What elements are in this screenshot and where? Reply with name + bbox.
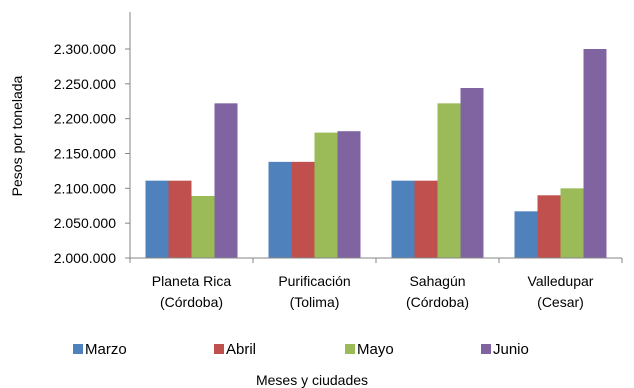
legend-swatch-marzo: [73, 344, 83, 354]
bar-junio-1: [337, 131, 361, 258]
y-tick-label: 2.300.000: [54, 41, 116, 57]
legend-label-mayo: Mayo: [357, 341, 394, 358]
y-tick-label: 2.150.000: [54, 146, 116, 162]
x-tick-label: Valledupar: [528, 273, 594, 289]
bar-junio-3: [583, 49, 607, 258]
legend-swatch-mayo: [345, 344, 355, 354]
y-axis-ticks: 2.000.000 2.050.000 2.100.000 2.150.000 2.20…: [54, 41, 130, 266]
bar-abril-3: [537, 195, 561, 258]
x-tick-label: (Córdoba): [406, 294, 469, 310]
y-axis-title: Pesos por tonelada: [9, 75, 25, 196]
legend-label-abril: Abril: [226, 341, 256, 358]
bar-mayo-1: [314, 132, 338, 258]
x-axis-ticks: Planeta Rica (Córdoba) Purificación (Tolima…: [129, 258, 623, 310]
bar-marzo-0: [145, 180, 169, 258]
legend-swatch-abril: [214, 344, 224, 354]
bar-marzo-1: [268, 161, 292, 258]
bar-junio-0: [214, 103, 238, 258]
legend-label-junio: Junio: [493, 341, 529, 358]
y-tick-label: 2.200.000: [54, 111, 116, 127]
x-axis-title: Meses y ciudades: [256, 372, 368, 388]
x-tick-label: (Cesar): [537, 294, 584, 310]
legend-label-marzo: Marzo: [85, 341, 127, 358]
legend: Marzo Abril Mayo Junio: [73, 341, 529, 358]
bar-mayo-2: [437, 103, 461, 258]
y-tick-label: 2.100.000: [54, 180, 116, 196]
y-tick-label: 2.000.000: [54, 250, 116, 266]
bar-abril-0: [168, 180, 192, 258]
bar-mayo-0: [191, 195, 215, 258]
x-tick-label: Purificación: [278, 273, 350, 289]
bars: [145, 49, 607, 258]
x-tick-label: (Córdoba): [160, 294, 223, 310]
bar-abril-2: [414, 180, 438, 258]
y-tick-label: 2.250.000: [54, 76, 116, 92]
x-tick-label: Sahagún: [409, 273, 465, 289]
y-tick-label: 2.050.000: [54, 215, 116, 231]
bar-marzo-2: [391, 180, 415, 258]
legend-swatch-junio: [481, 344, 491, 354]
x-tick-label: Planeta Rica: [152, 273, 232, 289]
bar-abril-1: [291, 161, 315, 258]
bar-marzo-3: [514, 211, 538, 258]
bar-mayo-3: [560, 188, 584, 258]
bar-junio-2: [460, 88, 484, 258]
x-tick-label: (Tolima): [290, 294, 340, 310]
